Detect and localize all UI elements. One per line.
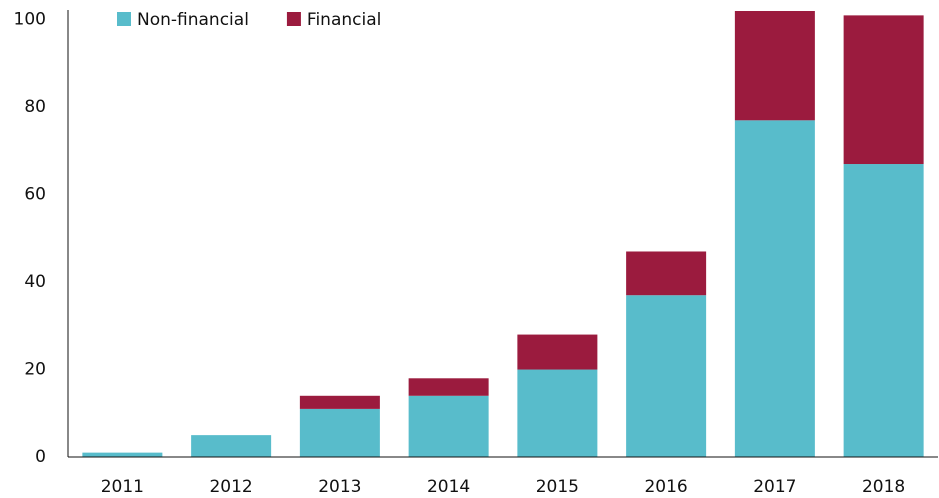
- bar-segment: [734, 11, 815, 121]
- bar-segment: [517, 334, 598, 370]
- bar-segment: [843, 15, 924, 165]
- y-tick-label: 40: [24, 272, 46, 292]
- bar-segment: [517, 369, 598, 457]
- x-tick-label: 2011: [101, 477, 144, 497]
- x-tick-label: 2016: [644, 477, 687, 497]
- y-tick-label: 100: [14, 10, 46, 30]
- y-tick-label: 0: [35, 447, 46, 467]
- bar-segment: [82, 452, 163, 457]
- y-tick-label: 60: [24, 185, 46, 205]
- y-tick-label: 80: [24, 97, 46, 117]
- x-tick-label: 2013: [318, 477, 361, 497]
- legend-label: Non-financial: [137, 10, 249, 30]
- bar-segment: [191, 435, 272, 457]
- bar-segment: [626, 295, 707, 457]
- bar-segment: [299, 408, 380, 457]
- x-tick-label: 2017: [753, 477, 796, 497]
- bar-segment: [299, 395, 380, 409]
- y-tick-label: 20: [24, 360, 46, 380]
- legend-label: Financial: [307, 10, 381, 30]
- legend-swatch: [117, 12, 131, 26]
- x-tick-label: 2015: [536, 477, 579, 497]
- bar-segment: [843, 164, 924, 457]
- x-tick-label: 2014: [427, 477, 470, 497]
- bar-segment: [626, 251, 707, 296]
- bar-segment: [408, 378, 489, 396]
- legend-swatch: [286, 12, 301, 26]
- x-tick-label: 2012: [209, 477, 252, 497]
- bar-segment: [734, 120, 815, 458]
- bar-segment: [408, 395, 489, 457]
- x-tick-label: 2018: [862, 477, 905, 497]
